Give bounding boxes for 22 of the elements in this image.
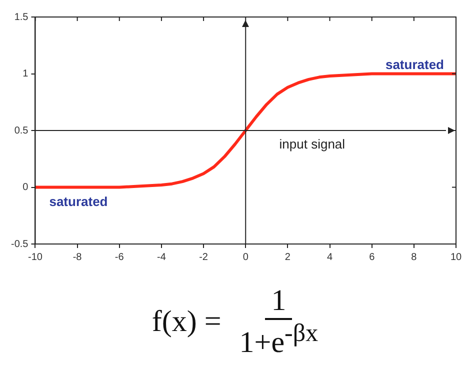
text: 1 — [265, 284, 292, 320]
y-tick-label: 0.5 — [14, 125, 29, 136]
ref-line-label: input signal — [279, 136, 346, 152]
x-tick-label: 10 — [450, 252, 462, 263]
x-tick-label: -4 — [157, 252, 166, 263]
x-tick-label: -8 — [72, 252, 82, 263]
x-tick-label: 4 — [326, 252, 333, 263]
x-tick-label: -2 — [199, 252, 208, 263]
x-tick-label: 6 — [369, 252, 376, 263]
y-tick-label: -0.5 — [10, 238, 29, 250]
annotation: saturated — [49, 194, 108, 210]
x-tick-label: -6 — [114, 252, 124, 263]
text: f(x) = — [152, 305, 222, 339]
text: 1+e$^{-βx}$ — [238, 320, 320, 360]
annotation: saturated — [385, 57, 444, 72]
x-tick-label: 0 — [242, 252, 249, 263]
y-tick-label: 1.5 — [14, 12, 29, 23]
x-tick-label: 2 — [284, 252, 291, 263]
y-tick-label: 0 — [22, 182, 29, 193]
y-tick-label: 1 — [22, 68, 29, 80]
x-tick-label: -10 — [28, 252, 43, 263]
x-tick-label: 8 — [411, 252, 418, 263]
